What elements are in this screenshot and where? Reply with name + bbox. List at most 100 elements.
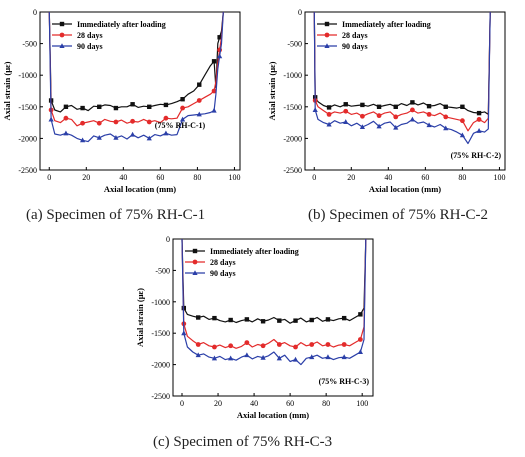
y-tick-label: -2500 (18, 166, 37, 175)
y-tick-label: -500 (155, 266, 170, 275)
data-point (309, 317, 314, 323)
x-tick-label: 40 (119, 173, 127, 182)
y-tick-label: 0 (166, 236, 170, 244)
data-point (309, 354, 315, 360)
data-point (325, 342, 331, 347)
caption-a: (a) Specimen of 75% RH-C-1 (26, 207, 206, 223)
data-point (113, 105, 119, 111)
y-tick-label: -2500 (151, 392, 170, 401)
data-point (211, 107, 217, 113)
data-point (130, 118, 135, 124)
data-point (476, 128, 482, 133)
series-line (48, 12, 224, 127)
x-tick-label: 80 (322, 399, 330, 408)
data-point (326, 121, 332, 127)
x-tick-label: 0 (180, 399, 184, 408)
x-tick-label: 0 (47, 173, 51, 182)
x-axis-label: Axial location (mm) (104, 184, 176, 194)
data-point (80, 105, 85, 111)
data-point (476, 110, 482, 116)
legend-entry: Immediately after loading (342, 20, 431, 29)
data-point (426, 103, 432, 109)
x-tick-label: 100 (228, 173, 240, 182)
series-line (313, 12, 491, 145)
data-point (341, 354, 347, 360)
data-point (63, 115, 69, 121)
data-point (197, 82, 202, 87)
data-point (326, 105, 332, 110)
data-point (212, 344, 217, 350)
data-point (443, 125, 449, 131)
y-tick-label: -2000 (151, 361, 170, 370)
y-tick-label: -2000 (283, 134, 302, 143)
series-1 (181, 239, 367, 350)
legend-marker (59, 32, 65, 38)
y-tick-label: -1000 (151, 298, 170, 307)
panel-c: 0 -500 -1000 -1500 -2000 -2500 0 20 40 60 80 100 Axi… (131, 236, 393, 457)
legend-marker (59, 21, 65, 27)
x-axis-label: Axial location (mm) (369, 184, 441, 194)
legend-entry: 90 days (342, 42, 368, 51)
x-axis-label: Axial location (mm) (237, 410, 309, 420)
data-point (326, 111, 332, 117)
data-point (357, 337, 363, 342)
y-axis-label: Axial strain (με) (135, 288, 145, 347)
data-point (260, 354, 266, 360)
x-tick-label: 80 (193, 173, 201, 182)
data-point (460, 118, 465, 124)
data-point (196, 98, 202, 103)
data-point (325, 317, 331, 322)
y-tick-label: 0 (33, 8, 37, 17)
series-1 (312, 12, 491, 132)
data-point (63, 130, 69, 136)
data-point (195, 342, 201, 347)
specimen-label: (75% RH-C-3) (319, 377, 370, 386)
x-tick-label: 40 (250, 399, 258, 408)
data-point (312, 107, 318, 112)
data-point (260, 343, 266, 349)
data-point (212, 315, 217, 321)
data-point (341, 342, 347, 347)
data-point (276, 355, 282, 361)
legend-marker (324, 43, 330, 48)
x-tick-label: 100 (493, 173, 505, 182)
data-point (48, 116, 54, 122)
data-point (163, 102, 169, 108)
data-point (181, 330, 187, 336)
series-2 (312, 12, 491, 145)
plot-frame (172, 238, 374, 397)
y-tick-label: -500 (287, 40, 302, 49)
panel-a: 0 -500 -1000 -1500 -2000 -2500 0 20 40 60 80 100 Axi… (0, 0, 262, 235)
series-line (48, 12, 224, 143)
y-tick-label: 0 (298, 8, 302, 17)
series-2 (48, 12, 224, 143)
data-point (292, 356, 299, 362)
plot-frame (304, 11, 506, 171)
data-point (260, 319, 266, 324)
data-point (244, 352, 250, 358)
data-point (130, 102, 135, 107)
data-point (96, 120, 102, 126)
plot-frame (39, 11, 241, 171)
y-tick-label: -500 (22, 40, 37, 49)
data-point (146, 119, 152, 125)
data-point (228, 317, 233, 323)
data-point (276, 342, 282, 347)
specimen-label: (75% RH-C-1) (155, 121, 206, 130)
data-point (196, 111, 202, 117)
data-point (196, 315, 201, 320)
data-point (244, 317, 250, 322)
data-point (277, 318, 282, 323)
x-tick-label: 100 (356, 399, 368, 408)
data-point (244, 340, 250, 346)
legend-marker (192, 270, 198, 275)
x-tick-label: 60 (286, 399, 294, 408)
data-point (163, 130, 169, 136)
chart-b: 0 -500 -1000 -1500 -2000 -2500 0 20 40 60 80 100 Axi… (267, 8, 506, 194)
data-point (217, 35, 222, 40)
series-line (181, 239, 367, 349)
series-line (181, 239, 367, 366)
x-tick-label: 20 (347, 173, 355, 182)
data-point (180, 97, 185, 102)
legend-entry: 90 days (77, 42, 103, 51)
